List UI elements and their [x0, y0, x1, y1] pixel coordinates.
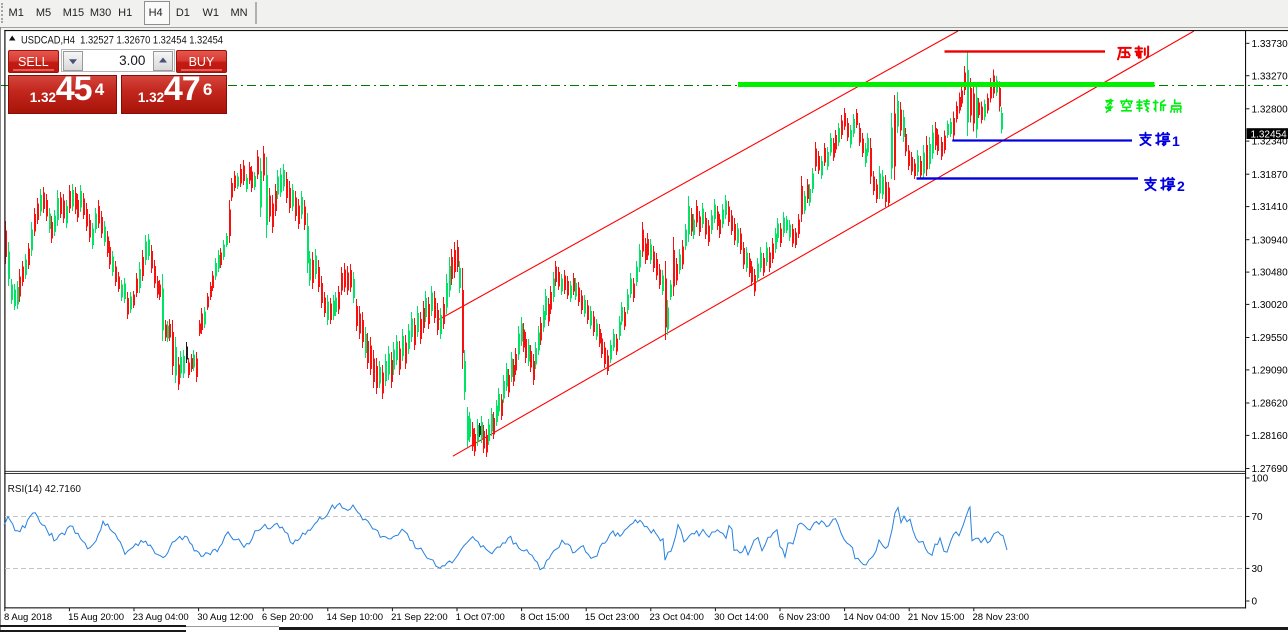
svg-text:0: 0 — [1252, 597, 1258, 608]
svg-text:1 Oct 07:00: 1 Oct 07:00 — [456, 612, 505, 623]
svg-text:1.30940: 1.30940 — [1252, 235, 1288, 246]
svg-text:21 Sep 22:00: 21 Sep 22:00 — [391, 612, 448, 623]
svg-text:23 Oct 04:00: 23 Oct 04:00 — [650, 612, 704, 623]
svg-text:1.30480: 1.30480 — [1252, 268, 1288, 279]
svg-text:2: 2 — [1177, 178, 1185, 194]
svg-text:1.31410: 1.31410 — [1252, 202, 1288, 213]
svg-text:1.29090: 1.29090 — [1252, 366, 1288, 377]
svg-text:1.32340: 1.32340 — [1252, 137, 1288, 148]
svg-text:1.31870: 1.31870 — [1252, 170, 1288, 181]
svg-text:1.32454: 1.32454 — [1251, 129, 1288, 140]
svg-text:8 Oct 15:00: 8 Oct 15:00 — [520, 612, 569, 623]
svg-text:1.33270: 1.33270 — [1252, 71, 1288, 82]
svg-text:100: 100 — [1252, 474, 1269, 485]
svg-text:1.30020: 1.30020 — [1252, 300, 1288, 311]
svg-text:1: 1 — [1172, 133, 1180, 149]
svg-text:1.29550: 1.29550 — [1252, 333, 1288, 344]
svg-text:6 Sep 20:00: 6 Sep 20:00 — [262, 612, 313, 623]
svg-text:70: 70 — [1252, 512, 1264, 523]
svg-text:30 Aug 12:00: 30 Aug 12:00 — [197, 612, 253, 623]
svg-text:USDCAD,H4 1.32527 1.32670 1.3: USDCAD,H4 1.32527 1.32670 1.32454 1.3245… — [21, 35, 223, 47]
svg-text:23 Aug 04:00: 23 Aug 04:00 — [133, 612, 189, 623]
svg-text:8 Aug 2018: 8 Aug 2018 — [4, 612, 52, 623]
svg-text:14 Sep 10:00: 14 Sep 10:00 — [327, 612, 384, 623]
svg-text:15 Aug 20:00: 15 Aug 20:00 — [68, 612, 124, 623]
svg-text:1.28160: 1.28160 — [1252, 431, 1288, 442]
svg-text:1.27690: 1.27690 — [1252, 464, 1288, 475]
svg-text:15 Oct 23:00: 15 Oct 23:00 — [585, 612, 639, 623]
svg-text:RSI(14) 42.7160: RSI(14) 42.7160 — [8, 484, 82, 495]
svg-text:30: 30 — [1252, 564, 1264, 575]
svg-text:28 Nov 23:00: 28 Nov 23:00 — [973, 612, 1030, 623]
svg-text:30 Oct 14:00: 30 Oct 14:00 — [714, 612, 768, 623]
svg-text:14 Nov 04:00: 14 Nov 04:00 — [843, 612, 900, 623]
svg-text:21 Nov 15:00: 21 Nov 15:00 — [908, 612, 965, 623]
svg-text:1.33730: 1.33730 — [1252, 39, 1288, 50]
svg-text:1.28620: 1.28620 — [1252, 399, 1288, 410]
svg-text:1.32800: 1.32800 — [1252, 104, 1288, 115]
svg-text:6 Nov 23:00: 6 Nov 23:00 — [779, 612, 830, 623]
